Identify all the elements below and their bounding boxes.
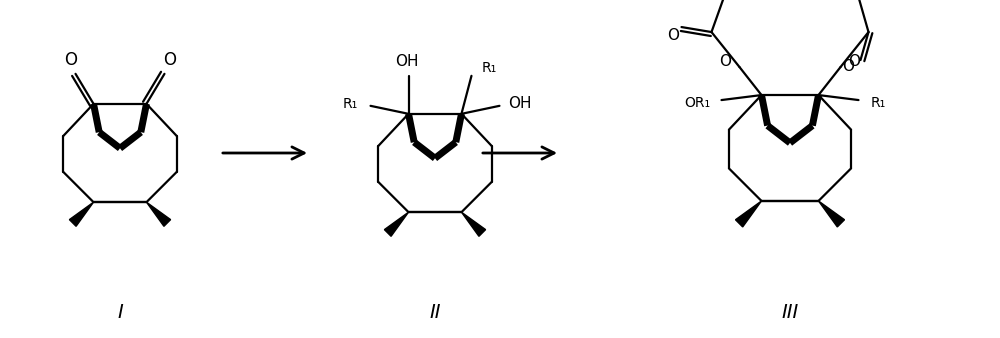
Polygon shape	[146, 202, 171, 226]
Polygon shape	[461, 212, 486, 236]
Text: O: O	[843, 58, 855, 74]
Polygon shape	[384, 212, 409, 236]
Text: O: O	[849, 53, 861, 69]
Text: R₁: R₁	[871, 96, 886, 110]
Text: I: I	[117, 304, 123, 322]
Text: OH: OH	[508, 96, 531, 111]
Text: OH: OH	[395, 54, 418, 69]
Text: O: O	[64, 51, 77, 69]
Text: II: II	[429, 304, 441, 322]
Text: R₁: R₁	[482, 61, 497, 75]
Polygon shape	[69, 202, 94, 226]
Text: R₁: R₁	[343, 97, 358, 111]
Text: III: III	[781, 304, 799, 322]
Polygon shape	[819, 201, 845, 227]
Text: O: O	[163, 51, 176, 69]
Text: OR₁: OR₁	[684, 96, 711, 110]
Polygon shape	[735, 201, 761, 227]
Text: O: O	[719, 53, 731, 69]
Text: O: O	[667, 28, 679, 43]
